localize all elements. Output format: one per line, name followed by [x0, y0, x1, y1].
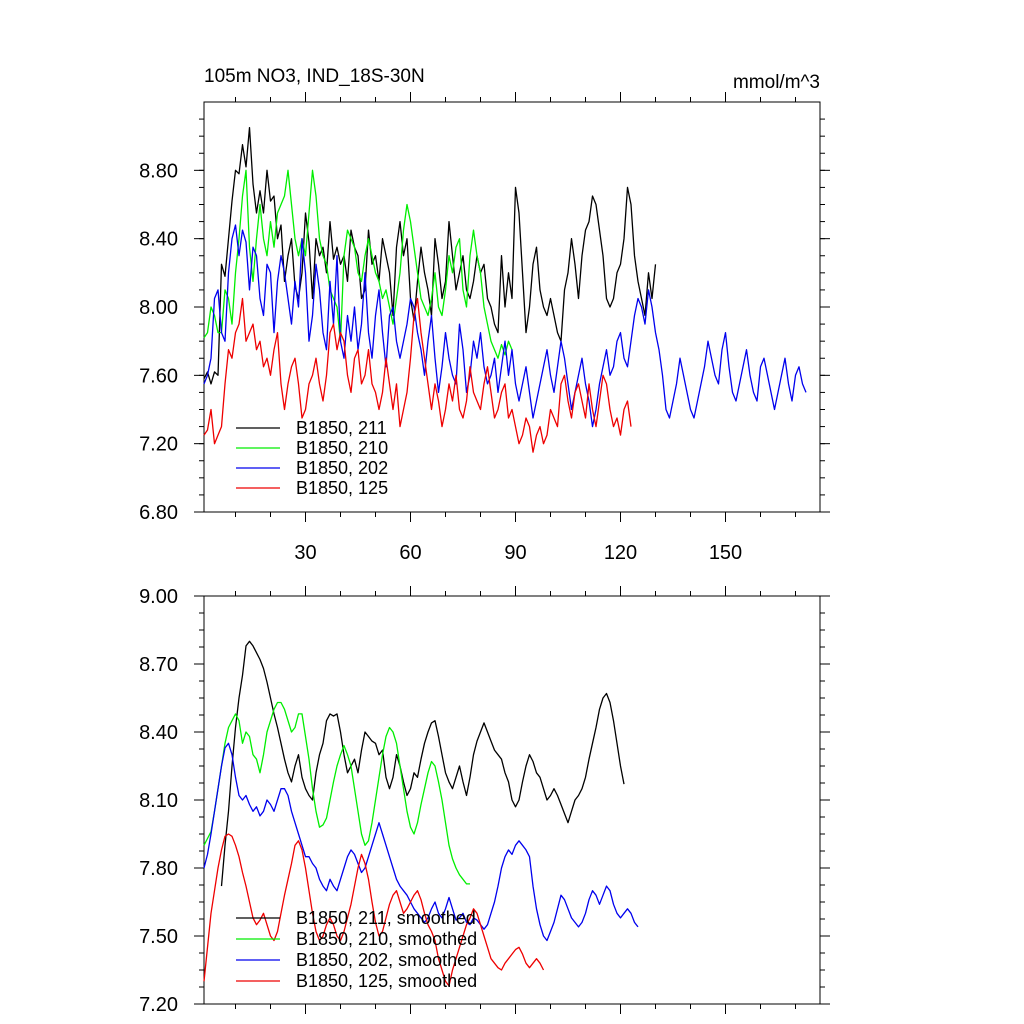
series-line-2 [203, 224, 807, 428]
top-panel: 6.80 7.20 7.60 8.00 8.40 8.80 30 60 90 120 150 B185… [139, 92, 830, 564]
y-tick-label: 7.50 [139, 926, 178, 948]
y-tick-label: 8.40 [139, 229, 178, 251]
legend-label: B1850, 211 [296, 418, 387, 438]
y-tick-label: 7.20 [139, 434, 178, 456]
y-tick-label: 6.80 [139, 502, 178, 524]
series-line-2 [203, 742, 639, 942]
y-tick-label: 8.80 [139, 160, 178, 182]
legend-label: B1850, 202 [296, 458, 388, 478]
series-line-3 [203, 297, 632, 453]
series-line-3 [203, 833, 545, 987]
legend-label: B1850, 210, smoothed [296, 929, 477, 949]
y-tick-label: 7.60 [139, 365, 178, 387]
y-tick-label: 8.40 [139, 722, 178, 744]
y-tick-label: 7.80 [139, 858, 178, 880]
x-tick-label: 30 [294, 542, 316, 564]
y-tick-label: 7.20 [139, 994, 178, 1016]
series-line-0 [220, 640, 625, 887]
legend-label: B1850, 125, smoothed [296, 971, 477, 991]
series-line-1 [203, 701, 470, 885]
legend-label: B1850, 125 [296, 478, 388, 498]
legend-label: B1850, 211, smoothed [296, 908, 476, 928]
series-line-0 [203, 126, 657, 385]
legend-label: B1850, 202, smoothed [296, 950, 477, 970]
x-tick-label: 150 [709, 542, 742, 564]
figure-title: 105m NO3, IND_18S-30N [204, 66, 425, 87]
y-tick-label: 8.10 [139, 790, 178, 812]
units-label: mmol/m^3 [733, 72, 820, 93]
x-tick-label: 90 [504, 542, 526, 564]
y-tick-label: 9.00 [139, 586, 178, 608]
x-tick-label: 120 [604, 542, 637, 564]
y-tick-label: 8.00 [139, 297, 178, 319]
y-tick-label: 8.70 [139, 654, 178, 676]
x-tick-label: 60 [399, 542, 421, 564]
bottom-panel: 7.20 7.50 7.80 8.10 8.40 8.70 9.00 B1850, 211, … [139, 586, 830, 1016]
legend-label: B1850, 210 [296, 438, 388, 458]
